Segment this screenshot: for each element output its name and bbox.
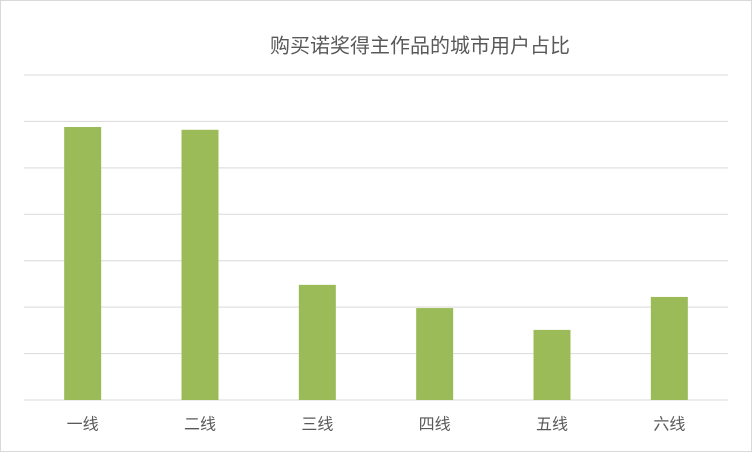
x-tick-label: 六线 <box>653 415 685 434</box>
bar <box>650 296 688 400</box>
x-tick-label: 一线 <box>67 415 99 434</box>
bar <box>181 129 219 401</box>
x-tick-label: 四线 <box>419 415 451 434</box>
chart-title: 购买诺奖得主作品的城市用户占比 <box>270 34 570 58</box>
bar <box>298 284 336 400</box>
bar <box>533 329 571 400</box>
bar <box>416 308 454 400</box>
x-tick-label: 三线 <box>301 415 333 434</box>
x-tick-label: 五线 <box>536 415 568 434</box>
x-tick-label: 二线 <box>184 415 216 434</box>
bar <box>64 127 102 400</box>
